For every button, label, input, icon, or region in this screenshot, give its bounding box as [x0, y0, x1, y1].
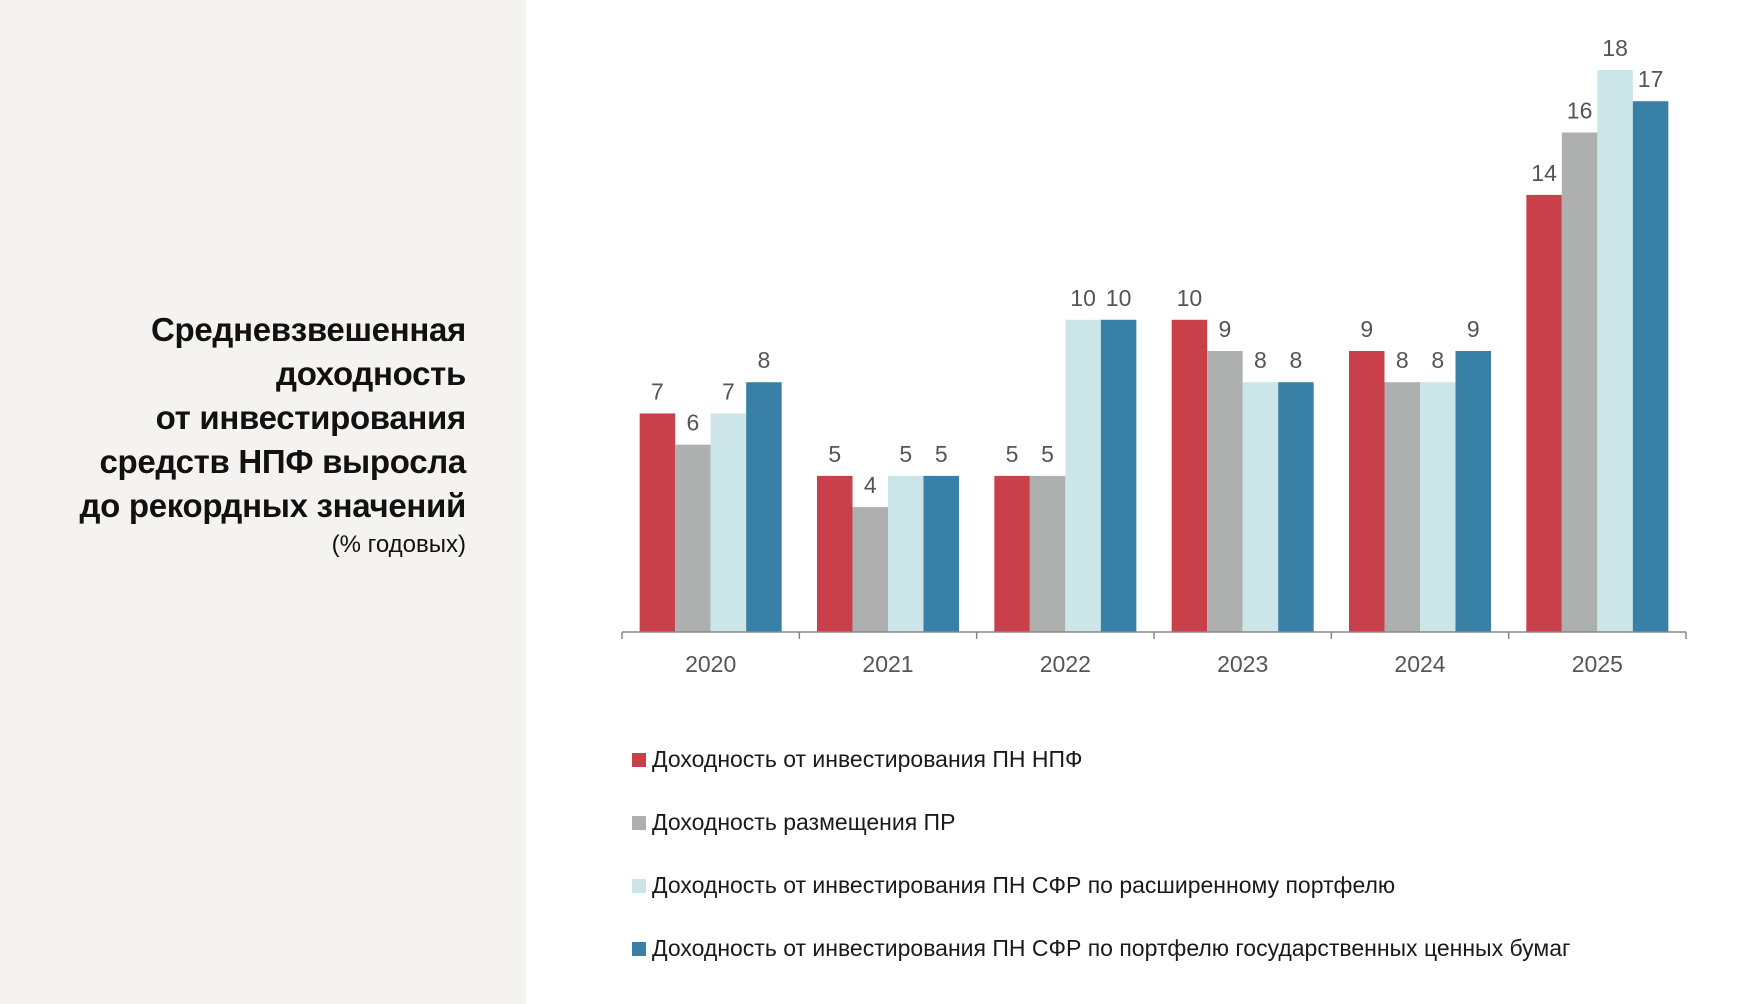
legend-swatch-sfr-extended — [632, 878, 646, 893]
data-label-2023-series-4: 8 — [1290, 347, 1303, 373]
bar-2025-series-2 — [1561, 132, 1598, 632]
bar-2023-series-3 — [1242, 382, 1279, 632]
legend-item-sfr-extended: Доходность от инвестирования ПН СФР по р… — [632, 854, 1570, 917]
x-tick-label-2023: 2023 — [1217, 651, 1268, 677]
bar-2022-series-4 — [1100, 319, 1137, 632]
bar-2024-series-3 — [1420, 382, 1456, 632]
bar-2022-series-3 — [1065, 319, 1101, 632]
legend-swatch-sfr-gov — [632, 941, 646, 956]
title-line-3: от инвестирования — [155, 399, 467, 436]
bar-2023-series-2 — [1207, 351, 1243, 632]
data-label-2024-series-2: 8 — [1396, 347, 1409, 373]
title-line-1: Средневзвешенная — [150, 311, 466, 348]
chart-legend: Доходность от инвестирования ПН НПФ Дохо… — [632, 728, 1570, 980]
data-label-2023-series-3: 8 — [1254, 347, 1267, 373]
bar-2025-series-1 — [1526, 194, 1562, 632]
chart-title: Средневзвешенная доходность от инвестиро… — [79, 308, 466, 560]
data-label-2022-series-3: 10 — [1070, 285, 1096, 311]
bar-2020-series-3 — [710, 413, 747, 632]
data-label-2025-series-1: 14 — [1531, 160, 1557, 186]
legend-label-pr: Доходность размещения ПР — [652, 809, 956, 835]
data-label-2021-series-2: 4 — [864, 472, 877, 498]
data-label-2020-series-3: 7 — [722, 378, 735, 404]
data-label-2025-series-4: 17 — [1638, 66, 1664, 92]
data-label-2020-series-4: 8 — [758, 347, 771, 373]
bar-2021-series-2 — [852, 507, 888, 632]
bar-2024-series-4 — [1455, 351, 1491, 632]
data-label-2020-series-2: 6 — [687, 410, 700, 436]
bar-2025-series-4 — [1632, 101, 1669, 632]
x-tick-label-2020: 2020 — [685, 651, 736, 677]
bar-2021-series-3 — [888, 475, 924, 632]
bar-2021-series-4 — [923, 475, 959, 632]
data-label-2020-series-1: 7 — [651, 378, 664, 404]
data-label-2023-series-1: 10 — [1177, 285, 1203, 311]
legend-item-npf: Доходность от инвестирования ПН НПФ — [632, 728, 1570, 791]
data-label-2021-series-4: 5 — [935, 441, 948, 467]
legend-swatch-pr — [632, 815, 646, 830]
title-line-4: средств НПФ выросла — [99, 443, 466, 480]
bar-2023-series-4 — [1278, 382, 1314, 632]
bar-2022-series-2 — [1029, 475, 1066, 632]
title-line-2: доходность — [276, 355, 466, 392]
data-label-2022-series-2: 5 — [1041, 441, 1054, 467]
data-label-2023-series-2: 9 — [1219, 316, 1232, 342]
data-label-2021-series-3: 5 — [899, 441, 912, 467]
data-label-2025-series-3: 18 — [1602, 35, 1628, 61]
legend-item-sfr-gov: Доходность от инвестирования ПН СФР по п… — [632, 917, 1570, 980]
bar-2021-series-1 — [817, 475, 853, 632]
data-label-2024-series-4: 9 — [1467, 316, 1480, 342]
data-label-2021-series-1: 5 — [828, 441, 841, 467]
chart-subtitle: (% годовых) — [331, 531, 466, 558]
x-tick-label-2024: 2024 — [1394, 651, 1445, 677]
bar-2020-series-2 — [675, 444, 711, 632]
data-label-2024-series-1: 9 — [1360, 316, 1373, 342]
x-tick-label-2022: 2022 — [1040, 651, 1091, 677]
legend-item-pr: Доходность размещения ПР — [632, 791, 1570, 854]
title-panel: Средневзвешенная доходность от инвестиро… — [0, 0, 526, 1004]
bar-2020-series-4 — [746, 382, 782, 632]
data-label-2024-series-3: 8 — [1431, 347, 1444, 373]
bar-2022-series-1 — [994, 475, 1030, 632]
legend-label-sfr-gov: Доходность от инвестирования ПН СФР по п… — [652, 935, 1571, 961]
bar-2024-series-1 — [1349, 351, 1385, 632]
bar-2023-series-1 — [1171, 319, 1208, 632]
bar-2025-series-3 — [1597, 70, 1633, 632]
legend-label-sfr-extended: Доходность от инвестирования ПН СФР по р… — [652, 872, 1396, 898]
legend-swatch-npf — [632, 752, 646, 767]
legend-label-npf: Доходность от инвестирования ПН НПФ — [652, 746, 1083, 772]
x-tick-label-2021: 2021 — [862, 651, 913, 677]
bar-2020-series-1 — [639, 413, 676, 632]
data-label-2022-series-4: 10 — [1106, 285, 1132, 311]
title-line-5: до рекордных значений — [79, 487, 466, 524]
x-tick-label-2025: 2025 — [1572, 651, 1623, 677]
data-label-2025-series-2: 16 — [1567, 97, 1593, 123]
data-label-2022-series-1: 5 — [1006, 441, 1019, 467]
bar-2024-series-2 — [1384, 382, 1420, 632]
